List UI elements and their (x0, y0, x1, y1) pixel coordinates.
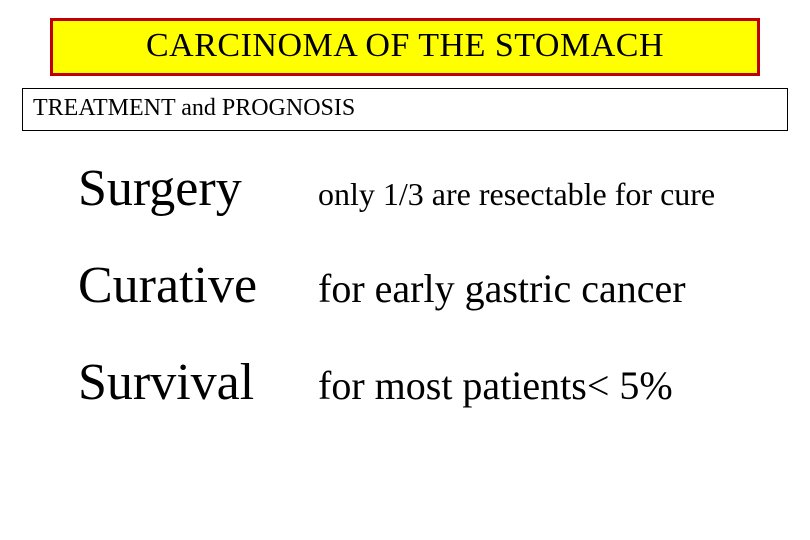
subtitle-box: TREATMENT and PROGNOSIS (22, 88, 788, 131)
row-survival: Survival for most patients< 5% (78, 353, 768, 412)
desc-survival: for most patients< 5% (318, 362, 673, 409)
content-area: Surgery only 1/3 are resectable for cure… (22, 159, 788, 412)
row-surgery: Surgery only 1/3 are resectable for cure (78, 159, 768, 218)
row-curative: Curative for early gastric cancer (78, 256, 768, 315)
page-title: CARCINOMA OF THE STOMACH (53, 27, 757, 65)
term-surgery: Surgery (78, 159, 318, 218)
title-banner: CARCINOMA OF THE STOMACH (50, 18, 760, 76)
term-survival: Survival (78, 353, 318, 412)
desc-curative: for early gastric cancer (318, 265, 686, 312)
term-curative: Curative (78, 256, 318, 315)
desc-surgery: only 1/3 are resectable for cure (318, 176, 715, 213)
subtitle: TREATMENT and PROGNOSIS (33, 95, 777, 122)
